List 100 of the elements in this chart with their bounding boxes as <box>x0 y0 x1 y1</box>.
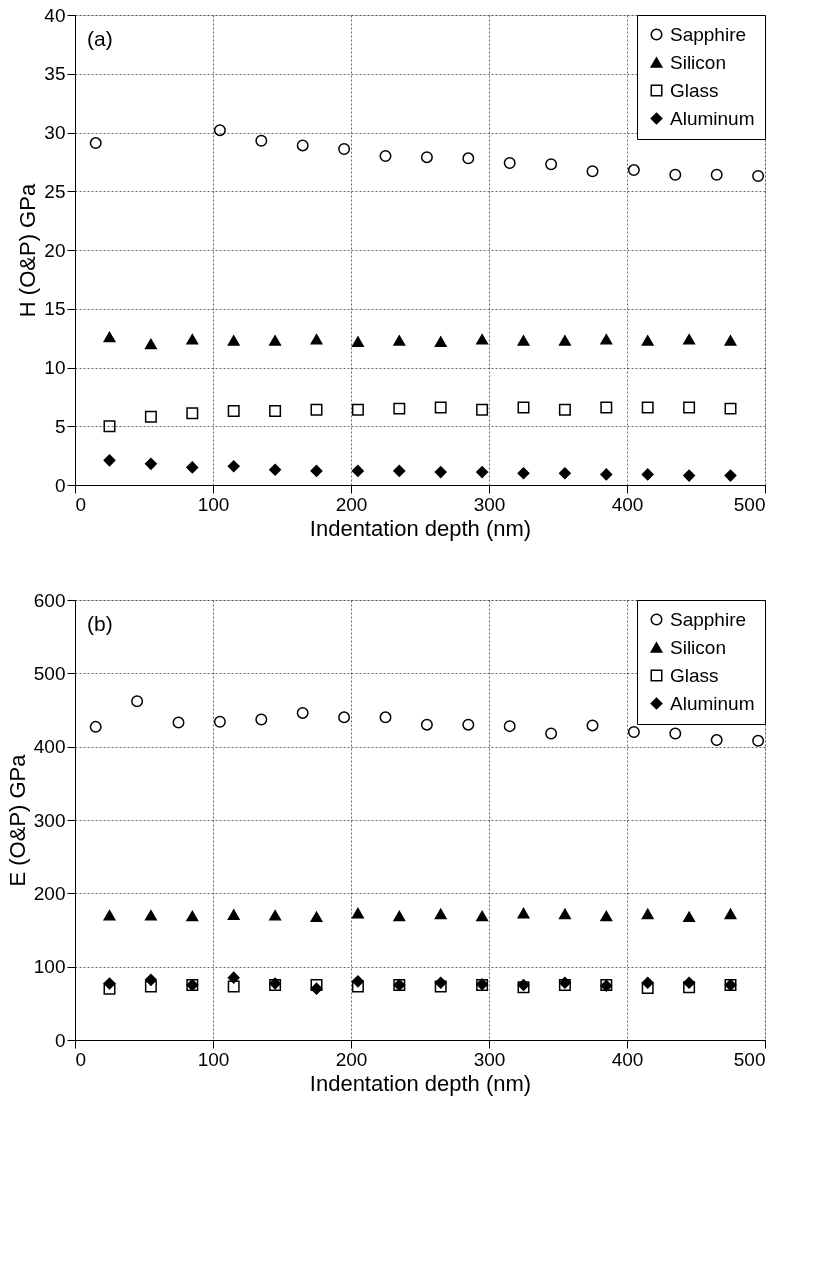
point <box>517 335 530 346</box>
point <box>627 726 640 738</box>
point <box>586 719 599 732</box>
y-tick-label: 500 <box>33 662 66 684</box>
legend-label: Glass <box>670 664 719 686</box>
y-tick-label: 100 <box>33 956 66 978</box>
point <box>310 464 323 477</box>
point <box>186 334 199 345</box>
x-tick-label: 100 <box>197 493 230 515</box>
y-tick-label: 40 <box>44 4 66 26</box>
point <box>186 461 199 474</box>
y-tick-label: 5 <box>54 415 66 437</box>
point <box>558 335 571 346</box>
point <box>434 401 447 414</box>
point <box>310 982 323 995</box>
y-tick-label: 200 <box>33 882 66 904</box>
point <box>434 466 447 479</box>
x-tick-label: 500 <box>733 493 766 515</box>
point <box>227 460 240 473</box>
y-tick-label: 15 <box>44 298 66 320</box>
point <box>393 335 406 346</box>
point <box>476 334 489 345</box>
point <box>351 980 364 993</box>
point <box>351 975 364 988</box>
point <box>641 976 654 989</box>
point <box>586 165 599 178</box>
point <box>144 973 157 986</box>
point <box>172 716 185 729</box>
point <box>89 720 102 733</box>
point <box>683 401 696 414</box>
point <box>103 910 116 921</box>
y-tick-label: 35 <box>44 63 66 85</box>
point <box>144 980 157 993</box>
x-tick-label: 0 <box>75 493 87 515</box>
point <box>227 909 240 920</box>
point <box>600 468 613 481</box>
point <box>600 334 613 345</box>
point <box>503 720 516 733</box>
legend-label: Silicon <box>670 51 726 73</box>
legend-label: Sapphire <box>670 608 747 630</box>
x-tick-label: 100 <box>197 1048 230 1070</box>
point <box>558 908 571 920</box>
point <box>213 715 226 728</box>
point <box>752 734 765 747</box>
legend-label: Glass <box>670 79 719 101</box>
x-tick-label: 400 <box>611 1048 644 1070</box>
point <box>89 137 102 150</box>
y-tick-label: 30 <box>44 122 66 143</box>
legend-label: Aluminum <box>670 692 755 714</box>
point <box>103 977 116 990</box>
point <box>186 910 199 922</box>
point <box>269 910 282 921</box>
point <box>310 911 323 923</box>
point <box>724 402 737 415</box>
point <box>131 695 144 708</box>
point <box>338 142 351 155</box>
point <box>641 908 654 920</box>
point <box>434 908 447 920</box>
point <box>255 134 268 147</box>
y-tick-label: 20 <box>44 239 66 261</box>
point <box>558 467 571 480</box>
point <box>462 152 475 165</box>
y-tick-label: 0 <box>54 1029 66 1051</box>
y-tick-label: 25 <box>44 180 66 202</box>
point <box>600 401 613 414</box>
point <box>379 150 392 162</box>
point <box>503 157 516 170</box>
point <box>600 910 613 922</box>
point <box>420 151 433 164</box>
y-axis-title: E (O&P) GPa <box>4 753 30 887</box>
point <box>683 981 696 994</box>
y-tick-label: 600 <box>33 589 66 611</box>
point <box>103 454 116 467</box>
point <box>434 976 447 989</box>
point <box>641 468 654 481</box>
point <box>310 979 323 991</box>
point <box>269 404 282 417</box>
point <box>351 464 364 477</box>
y-tick-label: 10 <box>44 357 66 378</box>
point <box>144 410 157 423</box>
x-axis-title: Indentation depth (nm) <box>309 1070 532 1096</box>
point <box>462 718 475 731</box>
point <box>103 420 116 433</box>
point <box>379 711 392 724</box>
point <box>227 335 240 346</box>
x-tick-label: 200 <box>335 1048 368 1070</box>
point <box>393 402 406 415</box>
point <box>393 464 406 477</box>
point <box>420 718 433 731</box>
point <box>724 908 737 920</box>
point <box>710 168 723 181</box>
point <box>103 331 116 343</box>
point <box>683 334 696 345</box>
point <box>255 713 268 726</box>
point <box>144 910 157 921</box>
point <box>724 469 737 482</box>
point <box>641 401 654 414</box>
point <box>558 403 571 416</box>
point <box>669 727 682 740</box>
x-tick-label: 300 <box>473 1048 506 1070</box>
